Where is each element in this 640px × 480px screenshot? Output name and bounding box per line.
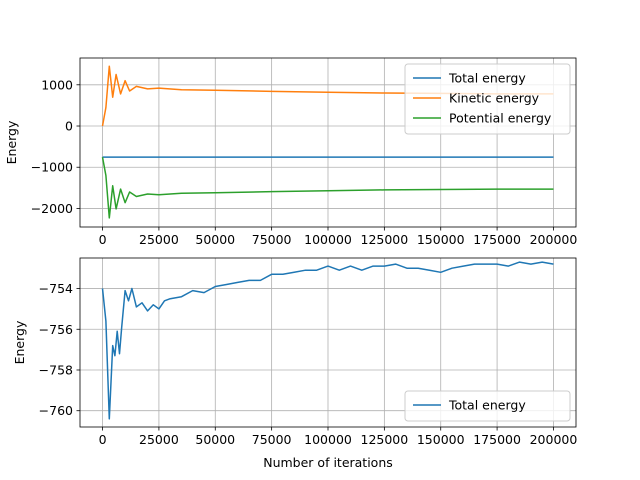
x-tick-label: 150000 bbox=[417, 232, 465, 247]
legend: Total energy bbox=[404, 390, 571, 422]
y-tick-label: −760 bbox=[39, 403, 73, 418]
y-tick-label: −1000 bbox=[31, 160, 73, 175]
series-group bbox=[101, 65, 554, 219]
x-tick-label: 100000 bbox=[304, 432, 352, 447]
x-tick-label: 75000 bbox=[252, 432, 292, 447]
x-axis-label: Number of iterations bbox=[263, 455, 393, 470]
series-line-kinetic-energy bbox=[101, 65, 554, 127]
legend: Total energy Kinetic energy Potential ener… bbox=[404, 63, 571, 135]
y-tick-label: −2000 bbox=[31, 201, 73, 216]
y-tick-label: 1000 bbox=[41, 77, 73, 92]
grid bbox=[80, 258, 576, 427]
x-tick-label: 125000 bbox=[361, 232, 409, 247]
y-tick-label: −756 bbox=[39, 322, 73, 337]
x-tick-label: 75000 bbox=[252, 232, 292, 247]
top-energy-axes: 0 25000 50000 75000 100000 125000 150000 175000… bbox=[4, 57, 578, 247]
y-axis-label: Energy bbox=[12, 320, 27, 364]
legend-box bbox=[404, 63, 571, 135]
legend-label: Potential energy bbox=[449, 111, 552, 126]
x-tick-label: 25000 bbox=[139, 232, 179, 247]
x-tick-label: 125000 bbox=[361, 432, 409, 447]
legend-label: Total energy bbox=[448, 71, 526, 86]
y-tick-label: −754 bbox=[39, 281, 73, 296]
series-group bbox=[101, 261, 554, 420]
series-line-potential-energy bbox=[101, 156, 554, 219]
x-tick-label: 200000 bbox=[530, 432, 578, 447]
x-tick-label: 150000 bbox=[417, 432, 465, 447]
x-tick-label: 200000 bbox=[530, 232, 578, 247]
legend-label: Total energy bbox=[448, 398, 526, 413]
x-tick-label: 0 bbox=[99, 232, 107, 247]
x-tick-label: 50000 bbox=[195, 432, 235, 447]
x-tick-label: 175000 bbox=[473, 432, 521, 447]
y-tick-label: 0 bbox=[65, 119, 73, 134]
y-axis-label: Energy bbox=[4, 120, 19, 164]
x-tick-label: 175000 bbox=[473, 232, 521, 247]
x-tick-label: 50000 bbox=[195, 232, 235, 247]
y-tick-label: −758 bbox=[39, 362, 73, 377]
x-tick-label: 25000 bbox=[139, 432, 179, 447]
legend-box bbox=[404, 390, 571, 422]
series-line-total-energy bbox=[101, 261, 554, 420]
legend-label: Kinetic energy bbox=[449, 91, 540, 106]
x-tick-label: 100000 bbox=[304, 232, 352, 247]
x-tick-label: 0 bbox=[99, 432, 107, 447]
bottom-total-energy-axes: 0 25000 50000 75000 100000 125000 150000 175000… bbox=[12, 257, 578, 470]
